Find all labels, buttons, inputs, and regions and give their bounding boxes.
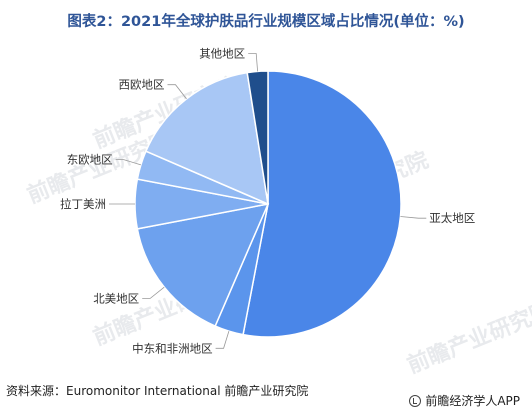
slice-label-2: 北美地区 <box>93 291 139 305</box>
slice-label-3: 拉丁美洲 <box>60 197 106 211</box>
leader-line-5 <box>167 84 187 100</box>
slice-label-6: 其他地区 <box>199 47 245 61</box>
leader-line-4 <box>115 159 142 166</box>
leader-line-6 <box>248 53 258 72</box>
leader-line-1 <box>215 330 230 349</box>
slice-label-0: 亚太地区 <box>429 211 475 225</box>
brand-footer: 前瞻经济学人APP <box>409 392 520 409</box>
brand-name: 前瞻经济学人APP <box>425 394 520 408</box>
slice-label-5: 西欧地区 <box>119 78 165 92</box>
slice-label-1: 中东和非洲地区 <box>132 341 213 355</box>
pie-slice-2 <box>136 202 270 328</box>
pie-slice-0 <box>242 70 402 338</box>
chart-title: 图表2：2021年全球护肤品行业规模区域占比情况(单位：%) <box>67 14 465 30</box>
slice-label-4: 东欧地区 <box>67 153 113 167</box>
leader-lines <box>109 53 427 349</box>
source-note: 资料来源：Euromonitor International 前瞻产业研究院 <box>6 384 309 398</box>
leader-line-0 <box>400 216 427 219</box>
pie-slice-6 <box>246 70 269 205</box>
pie-slices <box>134 70 402 338</box>
brand-logo-icon <box>409 394 422 407</box>
leader-line-2 <box>142 286 165 299</box>
